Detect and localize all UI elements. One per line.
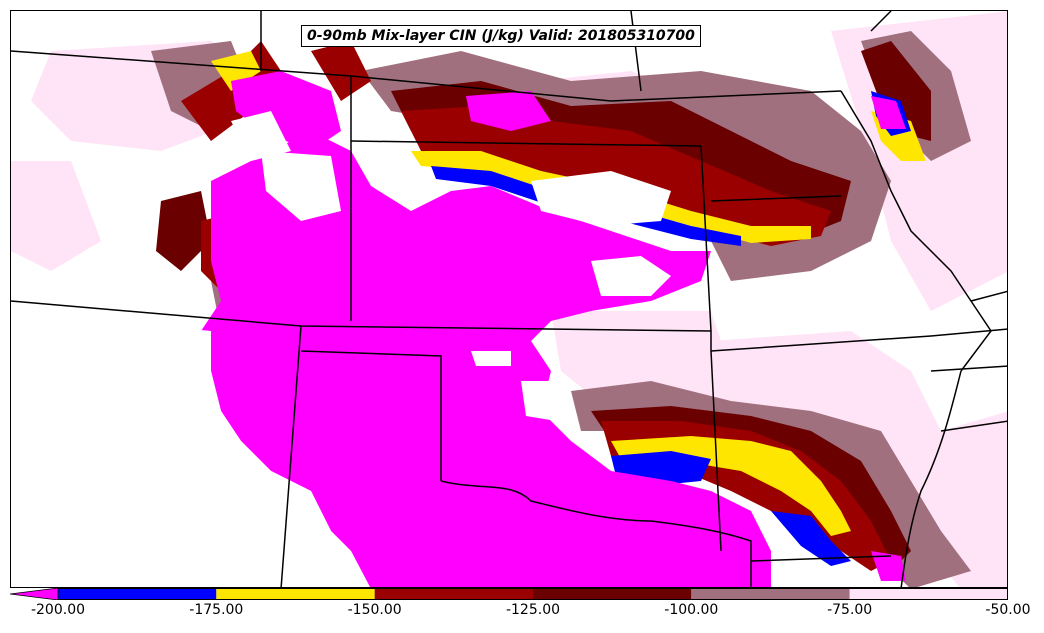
colorbar-tick-label: -125.00 (505, 602, 561, 618)
colorbar-under-triangle (10, 588, 59, 600)
colorbar-tick-label: -100.00 (664, 602, 719, 618)
colorbar-outline (57, 588, 1008, 600)
state-borders (11, 11, 1007, 587)
colorbar-tick-label: -50.00 (985, 602, 1031, 618)
colorbar-bin (849, 588, 1008, 600)
colorbar (10, 588, 1008, 600)
colorbar-tick-label: -75.00 (827, 602, 873, 618)
colorbar-bin (216, 588, 375, 600)
colorbar-tick-labels: -200.00 -175.00 -150.00 -125.00 -100.00 -75.0… (0, 602, 1044, 626)
colorbar-tick-label: -175.00 (189, 602, 244, 618)
map-panel: 0-90mb Mix-layer CIN (J/kg) Valid: 20180… (10, 10, 1008, 588)
map-title: 0-90mb Mix-layer CIN (J/kg) Valid: 20180… (301, 25, 701, 47)
colorbar-bin (374, 588, 533, 600)
colorbar-bin (58, 588, 217, 600)
colorbar-bin (691, 588, 850, 600)
colorbar-tick-label: -200.00 (30, 602, 86, 618)
colorbar-bin (533, 588, 692, 600)
no-cin-areas (11, 111, 671, 587)
cin-field-map (11, 11, 1007, 587)
colorbar-tick-label: -150.00 (347, 602, 402, 618)
